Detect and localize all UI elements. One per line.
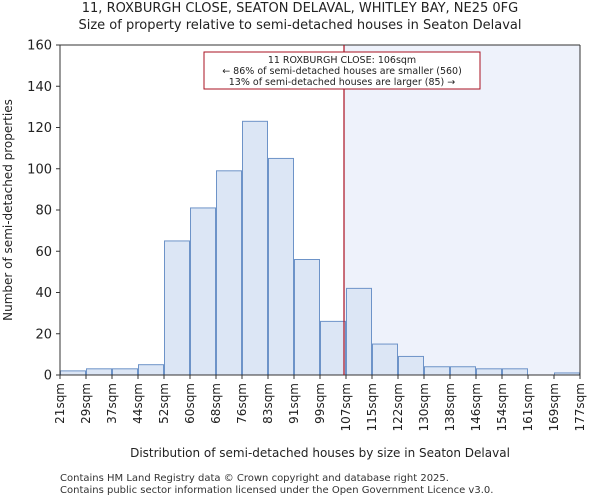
y-axis-label: Number of semi-detached properties <box>1 99 15 321</box>
bar-99sqm <box>320 320 346 376</box>
bar-107sqm <box>346 287 372 376</box>
x-tick-label-44sqm: 44sqm <box>131 383 145 424</box>
x-tick-label-91sqm: 91sqm <box>287 383 301 424</box>
x-tick-label-60sqm: 60sqm <box>183 383 197 424</box>
y-tick-label-120: 120 <box>27 121 52 136</box>
bar-115sqm <box>372 343 398 376</box>
x-tick-label-52sqm: 52sqm <box>157 383 171 424</box>
x-axis-label: Distribution of semi-detached houses by … <box>130 446 510 460</box>
annotation-line-2: ← 86% of semi-detached houses are smalle… <box>222 66 462 77</box>
x-tick-label-161sqm: 161sqm <box>521 383 535 431</box>
x-tick-label-122sqm: 122sqm <box>391 383 405 431</box>
x-tick-label-83sqm: 83sqm <box>261 383 275 424</box>
chart-subtitle: Size of property relative to semi-detach… <box>78 18 522 33</box>
y-tick-label-140: 140 <box>27 80 52 95</box>
bar-83sqm <box>268 157 294 376</box>
y-tick-label-60: 60 <box>35 245 52 260</box>
bar-37sqm <box>112 368 138 376</box>
bar-130sqm <box>424 366 450 376</box>
x-tick-label-99sqm: 99sqm <box>313 383 327 424</box>
x-tick-label-177sqm: 177sqm <box>573 383 587 431</box>
chart-title: 11, ROXBURGH CLOSE, SEATON DELAVAL, WHIT… <box>81 1 519 16</box>
y-tick-label-40: 40 <box>35 286 52 301</box>
larger-region-shade <box>344 45 580 375</box>
footer-line-1: Contains HM Land Registry data © Crown c… <box>60 473 449 484</box>
y-tick-label-20: 20 <box>35 327 52 342</box>
y-tick-label-100: 100 <box>27 162 52 177</box>
bar-21sqm <box>60 370 86 376</box>
x-tick-label-37sqm: 37sqm <box>105 383 119 424</box>
bar-91sqm <box>294 259 320 376</box>
y-tick-label-0: 0 <box>44 369 52 384</box>
footer-line-2: Contains public sector information licen… <box>60 485 494 496</box>
bar-68sqm <box>216 170 242 376</box>
y-tick-label-160: 160 <box>27 39 52 54</box>
bar-138sqm <box>450 366 476 376</box>
annotation-line-1: 11 ROXBURGH CLOSE: 106sqm <box>268 55 416 66</box>
x-tick-label-138sqm: 138sqm <box>443 383 457 431</box>
x-tick-label-154sqm: 154sqm <box>495 383 509 431</box>
bar-29sqm <box>86 368 112 376</box>
bar-76sqm <box>242 120 268 376</box>
x-tick-label-76sqm: 76sqm <box>235 383 249 424</box>
bar-154sqm <box>502 368 528 376</box>
annotation-line-3: 13% of semi-detached houses are larger (… <box>229 77 456 88</box>
x-tick-label-68sqm: 68sqm <box>209 383 223 424</box>
bar-60sqm <box>190 207 216 376</box>
annotation-box <box>203 51 481 90</box>
y-tick-label-80: 80 <box>35 204 52 219</box>
x-tick-label-169sqm: 169sqm <box>547 383 561 431</box>
x-tick-label-115sqm: 115sqm <box>365 383 379 431</box>
bar-122sqm <box>398 355 424 376</box>
x-tick-label-130sqm: 130sqm <box>417 383 431 431</box>
x-tick-label-29sqm: 29sqm <box>79 383 93 424</box>
bar-44sqm <box>138 364 164 376</box>
x-tick-label-21sqm: 21sqm <box>53 383 67 424</box>
bar-52sqm <box>164 240 190 376</box>
x-tick-label-146sqm: 146sqm <box>469 383 483 431</box>
x-tick-label-107sqm: 107sqm <box>339 383 353 431</box>
bar-146sqm <box>476 368 502 376</box>
attribution-footer: Contains HM Land Registry data © Crown c… <box>60 473 493 497</box>
